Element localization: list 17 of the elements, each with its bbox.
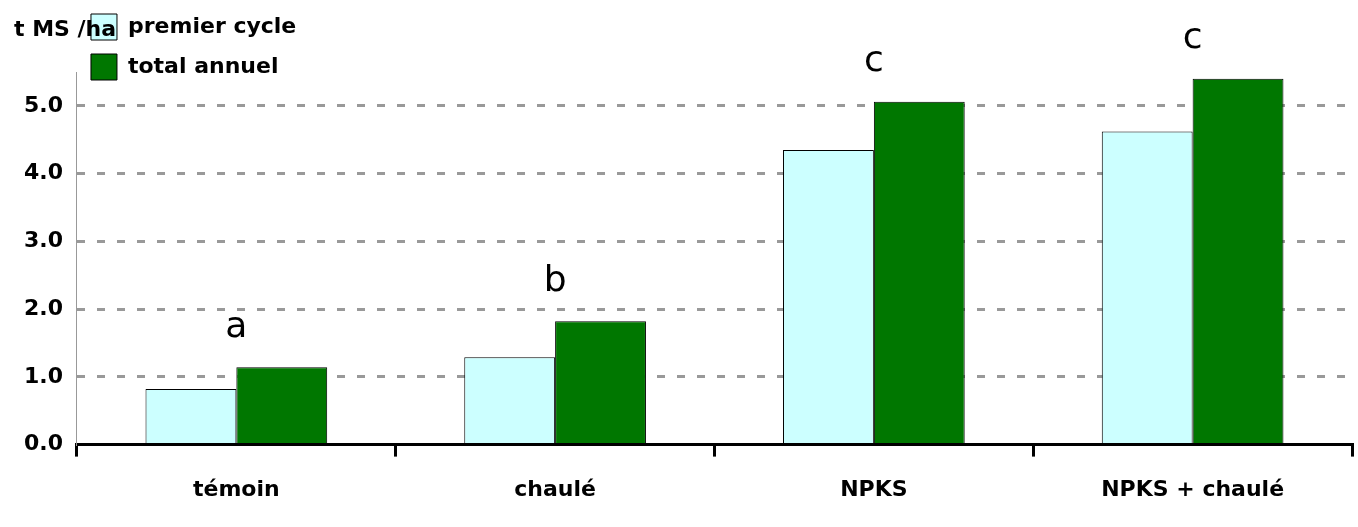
- y-tick-label: 4.0: [23, 159, 63, 185]
- annotation: b: [543, 257, 567, 299]
- y-tick-label: 1.0: [23, 362, 63, 388]
- text: c: [1182, 15, 1203, 57]
- legend-label: total annuel: [127, 52, 279, 78]
- annotation: a: [225, 303, 248, 345]
- y-tick-label: 5.0: [23, 91, 63, 117]
- annotation: c: [863, 38, 884, 80]
- x-tick-label: NPKS: [840, 475, 908, 501]
- legend-label: premier cycle: [127, 12, 297, 38]
- y-tick-label: 3.0: [23, 227, 63, 253]
- x-tick-label: témoin: [193, 475, 280, 501]
- y-axis-title: t MS /ha: [14, 15, 117, 41]
- y-tick-label: 2.0: [23, 294, 63, 320]
- y-tick-label: 0.0: [23, 430, 63, 456]
- x-tick-label: NPKS + chaulé: [1101, 475, 1285, 501]
- x-tick-label: chaulé: [514, 475, 596, 501]
